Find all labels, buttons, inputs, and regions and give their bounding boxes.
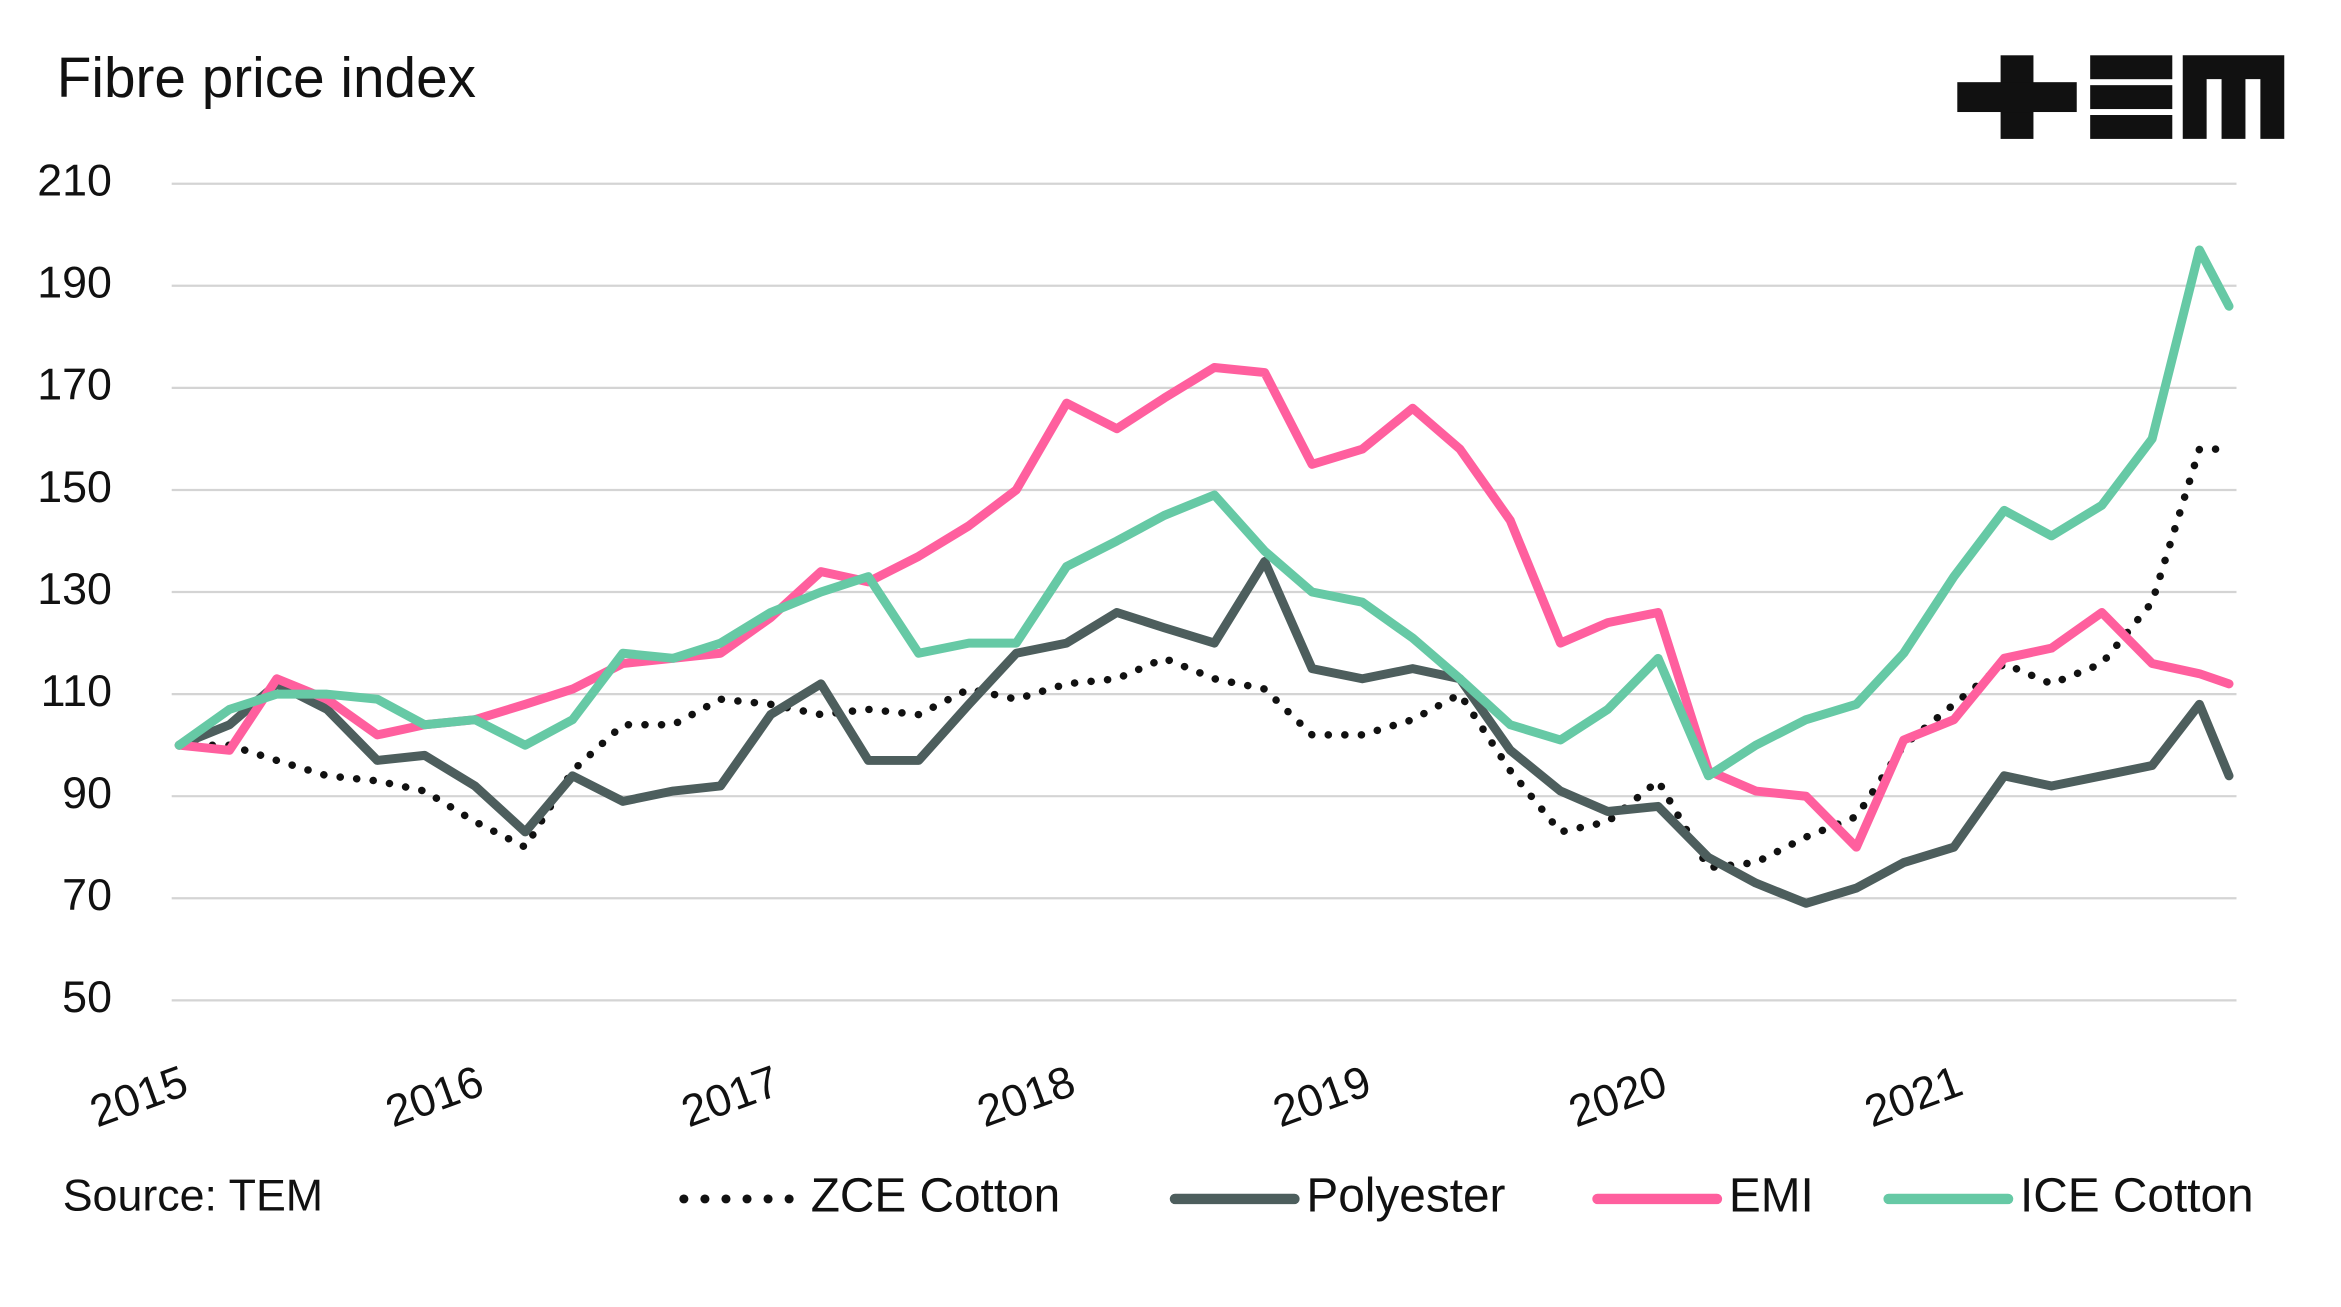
legend-item: ZCE Cotton xyxy=(679,1170,1061,1223)
logo xyxy=(1957,55,2285,139)
y-tick-label: 90 xyxy=(62,768,112,818)
x-tick-label: 2016 xyxy=(379,1056,490,1137)
y-tick-label: 190 xyxy=(37,258,112,308)
y-tick-label: 170 xyxy=(37,360,112,410)
y-tick-label: 110 xyxy=(41,666,112,716)
x-tick-label: 2015 xyxy=(83,1056,194,1137)
chart-title: Fibre price index xyxy=(57,47,476,110)
legend-label: ICE Cotton xyxy=(2020,1170,2254,1223)
source-note: Source: TEM xyxy=(63,1171,323,1221)
y-tick-label: 150 xyxy=(37,462,112,512)
y-tick-label: 50 xyxy=(62,972,112,1022)
x-tick-label: 2021 xyxy=(1858,1056,1969,1137)
x-tick-label: 2018 xyxy=(971,1056,1082,1137)
x-tick-label: 2019 xyxy=(1267,1056,1378,1137)
y-tick-label: 210 xyxy=(37,156,112,206)
legend-item: Polyester xyxy=(1169,1170,1506,1223)
x-tick-label: 2017 xyxy=(675,1056,786,1137)
legend-label: Polyester xyxy=(1306,1170,1505,1223)
legend-item: EMI xyxy=(1592,1170,1814,1223)
series-line xyxy=(174,363,2234,852)
series-line xyxy=(175,445,2233,872)
series-line xyxy=(174,556,2234,908)
series-line xyxy=(174,245,2234,781)
legend-label: EMI xyxy=(1729,1170,1814,1223)
legend-label: ZCE Cotton xyxy=(811,1170,1061,1223)
legend-item: ICE Cotton xyxy=(1883,1170,2254,1223)
x-tick-label: 2020 xyxy=(1562,1056,1673,1137)
y-tick-label: 70 xyxy=(62,870,112,920)
y-tick-label: 130 xyxy=(37,564,112,614)
